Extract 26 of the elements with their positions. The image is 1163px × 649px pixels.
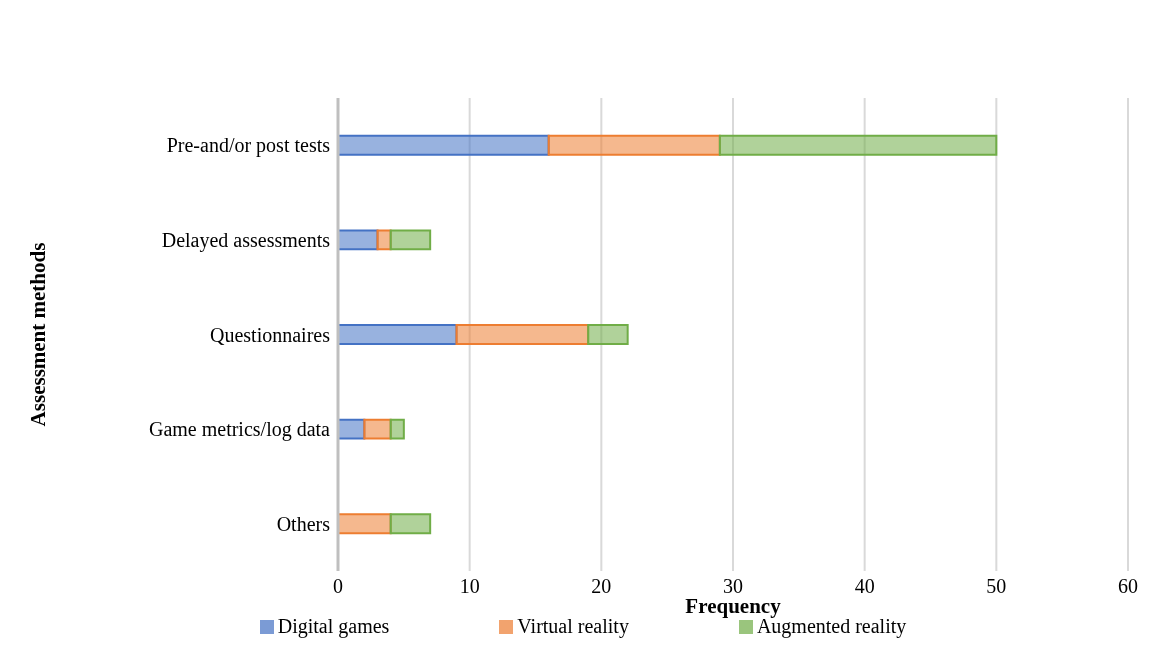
- x-tick-label: 50: [986, 575, 1007, 598]
- bar: [338, 324, 458, 345]
- y-axis-title: Assessment methods: [26, 242, 51, 427]
- legend-label: Digital games: [276, 615, 390, 638]
- bar: [338, 229, 379, 251]
- bar: [389, 513, 432, 535]
- bar: [587, 324, 629, 345]
- y-tick-label: Delayed assessments: [161, 229, 331, 252]
- x-tick-label: 10: [459, 575, 480, 598]
- bar: [455, 324, 590, 345]
- legend-label: Virtual reality: [516, 615, 629, 638]
- bar: [363, 418, 392, 440]
- bar: [389, 418, 405, 440]
- bar: [718, 134, 998, 156]
- bar: [547, 134, 721, 156]
- x-tick-label: 20: [591, 575, 612, 598]
- y-tick-label: Game metrics/log data: [148, 418, 331, 442]
- x-tick-label: 0: [333, 575, 343, 598]
- bar: [389, 229, 432, 251]
- bar: [338, 134, 550, 156]
- y-tick-label: Others: [276, 512, 331, 535]
- bar: [338, 513, 392, 535]
- x-tick-label: 60: [1118, 575, 1138, 598]
- y-tick-label: Questionnaires: [210, 323, 331, 346]
- x-tick-label: 40: [854, 575, 875, 598]
- y-tick-label: Pre-and/or post tests: [166, 134, 331, 158]
